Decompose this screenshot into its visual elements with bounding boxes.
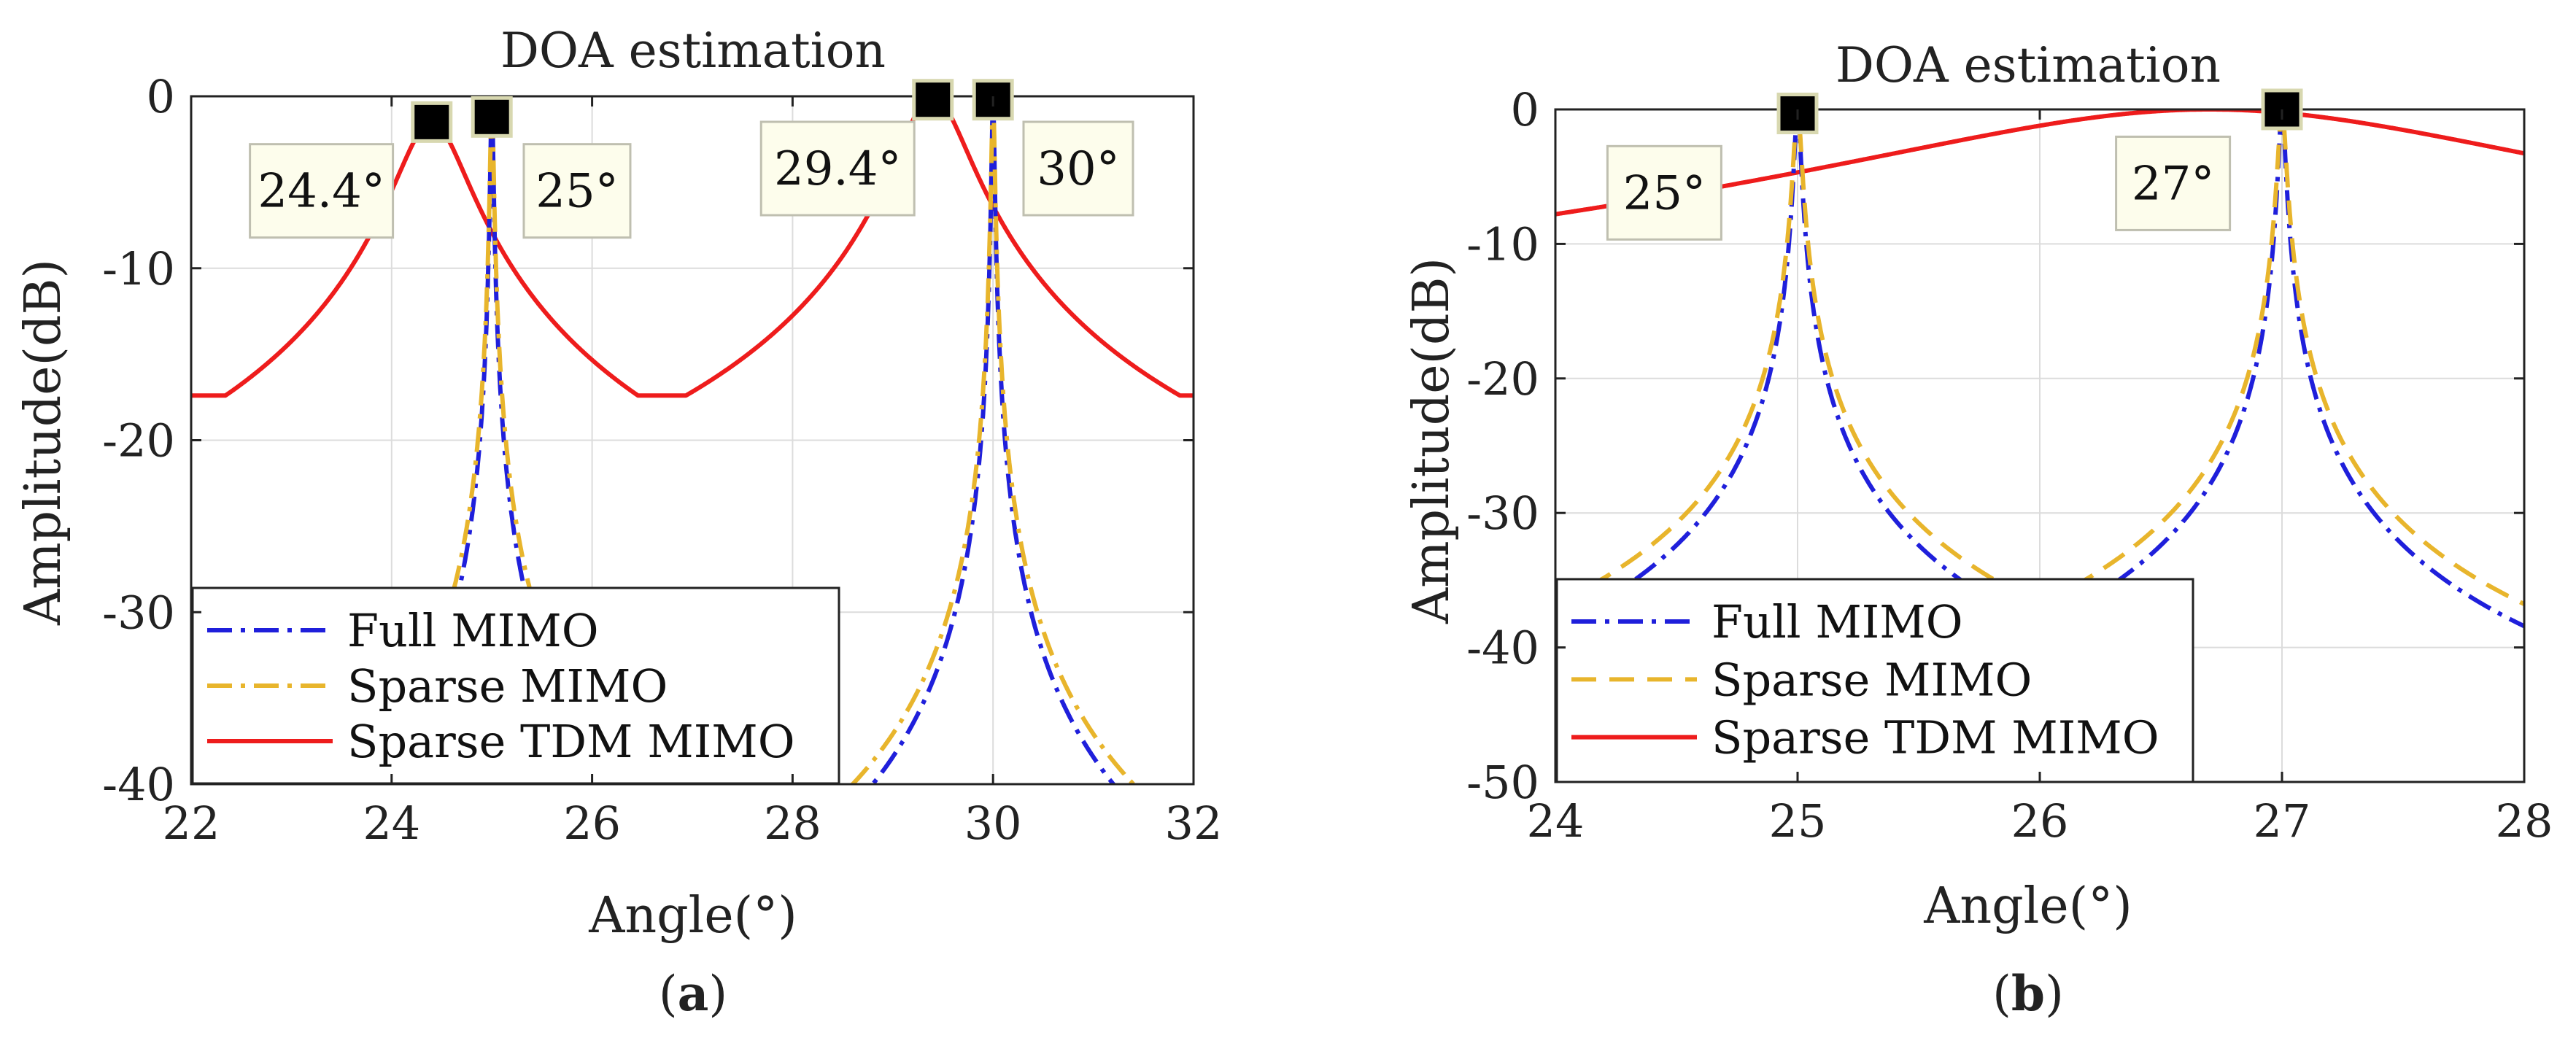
panel-b-ytick-label: -20 bbox=[1466, 352, 1539, 406]
panel-a-legend-box bbox=[191, 586, 840, 785]
panel-a-ylabel: Amplitude(dB) bbox=[15, 259, 72, 626]
panel-b-xlabel: Angle(°) bbox=[1923, 878, 2132, 935]
panel-a-peak-marker bbox=[411, 101, 453, 143]
panel-b-legend-label: Sparse MIMO bbox=[1711, 653, 2032, 706]
panel-a-ytick-label: -30 bbox=[102, 586, 175, 639]
panel-b-ytick-label: -40 bbox=[1466, 621, 1539, 675]
panel-b-annotation-label: 27° bbox=[2132, 157, 2214, 211]
panel-a-annotation-box bbox=[522, 143, 632, 239]
panel-b-ytick-label: -50 bbox=[1466, 756, 1539, 809]
panel-a-ytick-label: -20 bbox=[102, 414, 175, 468]
panel-b-xtick-label: 27 bbox=[2254, 794, 2311, 848]
panel-b-xtick-label: 28 bbox=[2496, 794, 2553, 848]
panel-b-xtick-label: 26 bbox=[2011, 794, 2069, 848]
panel-b-legend-label: Sparse TDM MIMO bbox=[1711, 711, 2159, 764]
panel-b-ylabel: Amplitude(dB) bbox=[1403, 257, 1461, 624]
panel-a-annotation-box bbox=[249, 143, 395, 239]
panel-a-ticks: 22 24 26 28 30 32 0 -10 -20 -30 -40 bbox=[102, 70, 1222, 850]
panel-b-title: DOA estimation bbox=[1836, 37, 2221, 93]
panel-a-xtick-label: 22 bbox=[163, 797, 220, 850]
panel-b-ytick-label: 0 bbox=[1511, 83, 1539, 136]
panel-b-annotation-box bbox=[1606, 144, 1722, 241]
panel-a-xlabel: Angle(°) bbox=[588, 887, 797, 945]
panel-a-ytick-label: -40 bbox=[102, 758, 175, 811]
panel-a-annotations: 24.4° 25° 29.4° 30° bbox=[249, 120, 1134, 239]
panel-a-xtick-label: 26 bbox=[563, 797, 621, 850]
panel-b-caption: (b) bbox=[1992, 965, 2064, 1022]
panel-a-title: DOA estimation bbox=[500, 23, 886, 79]
panel-b-ytick-label: -30 bbox=[1466, 487, 1539, 540]
panel-a-series-sparse-tdm-mimo bbox=[191, 96, 1194, 398]
panel-b-xtick-label: 24 bbox=[1527, 794, 1585, 848]
panel-a-xtick-label: 30 bbox=[964, 797, 1022, 850]
panel-a-xtick-label: 28 bbox=[764, 797, 821, 850]
panel-a-caption-letter: a bbox=[678, 965, 709, 1022]
panel-b-legend-label: Full MIMO bbox=[1711, 595, 1963, 648]
panel-b-xtick-label: 25 bbox=[1769, 794, 1827, 848]
panel-a-xtick-label: 32 bbox=[1165, 797, 1223, 850]
panel-a-xtick-label: 24 bbox=[363, 797, 420, 850]
panel-a-peak-marker bbox=[471, 96, 513, 138]
panel-a-annotation-box bbox=[759, 120, 916, 217]
panel-b-peak-marker bbox=[1776, 93, 1819, 135]
panel-b-ytick-label: -10 bbox=[1466, 217, 1539, 271]
panel-b-annotation-box bbox=[2115, 135, 2232, 231]
panel-a-markers bbox=[411, 79, 1014, 143]
panel-a-peak-marker bbox=[912, 79, 954, 121]
panel-a-annotation-label: 30° bbox=[1037, 142, 1119, 196]
panel-a-ytick-label: 0 bbox=[147, 70, 175, 123]
panel-a-annotation-label: 25° bbox=[535, 165, 618, 219]
panel-b-annotations: 25° 27° bbox=[1606, 135, 2232, 241]
panel-b-markers bbox=[1776, 88, 2303, 135]
panel-a-annotation-box bbox=[1022, 120, 1134, 217]
panel-a-annotation-label: 24.4° bbox=[258, 165, 385, 219]
panel-b-caption-letter: b bbox=[2011, 965, 2045, 1022]
panel-a-ytick-label: -10 bbox=[102, 242, 175, 295]
panel-b-annotation-label: 25° bbox=[1623, 166, 1706, 220]
panel-b-ticks: 24 25 26 27 28 0 -10 -20 -30 -40 -50 bbox=[1466, 83, 2553, 848]
panel-a-annotation-label: 29.4° bbox=[774, 142, 902, 196]
panel-a-legend-label: Full MIMO bbox=[347, 604, 599, 657]
panel-a-legend-label: Sparse TDM MIMO bbox=[347, 715, 795, 768]
panel-a-caption: (a) bbox=[659, 965, 727, 1022]
panel-a-legend-label: Sparse MIMO bbox=[347, 659, 668, 713]
